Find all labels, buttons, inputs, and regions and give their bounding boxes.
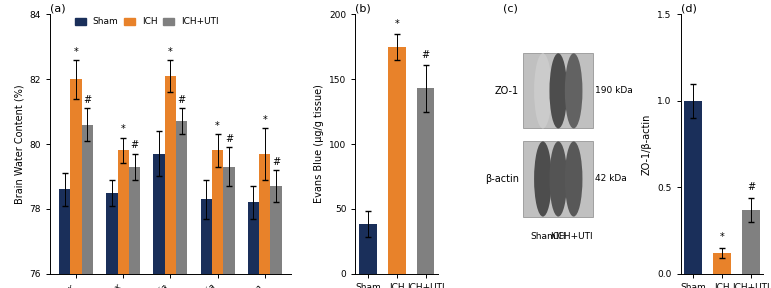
Text: *: * bbox=[262, 115, 267, 124]
Bar bbox=[70, 79, 82, 288]
Text: (c): (c) bbox=[503, 4, 518, 14]
Bar bbox=[82, 124, 93, 288]
Text: (a): (a) bbox=[50, 4, 66, 14]
Ellipse shape bbox=[550, 53, 567, 128]
Text: *: * bbox=[395, 19, 399, 29]
Text: #: # bbox=[177, 95, 186, 105]
Legend: Sham, ICH, ICH+UTI: Sham, ICH, ICH+UTI bbox=[74, 16, 220, 27]
Ellipse shape bbox=[550, 141, 567, 217]
Text: #: # bbox=[83, 95, 92, 105]
Text: (b): (b) bbox=[355, 4, 372, 14]
Text: #: # bbox=[422, 50, 429, 60]
Ellipse shape bbox=[534, 141, 552, 217]
Ellipse shape bbox=[534, 53, 552, 128]
Bar bbox=[524, 53, 593, 128]
Bar bbox=[59, 190, 70, 288]
Text: ZO-1: ZO-1 bbox=[495, 86, 519, 96]
Bar bbox=[224, 167, 234, 288]
Text: #: # bbox=[747, 182, 755, 192]
Bar bbox=[165, 76, 176, 288]
Bar bbox=[200, 199, 212, 288]
Bar bbox=[417, 88, 434, 274]
Bar bbox=[359, 224, 376, 274]
Text: #: # bbox=[272, 157, 280, 167]
Text: *: * bbox=[168, 47, 173, 56]
Bar bbox=[713, 253, 731, 274]
Ellipse shape bbox=[565, 141, 582, 217]
Ellipse shape bbox=[565, 53, 582, 128]
Bar bbox=[106, 193, 117, 288]
Text: *: * bbox=[719, 232, 724, 242]
Bar bbox=[259, 154, 271, 288]
Text: *: * bbox=[74, 47, 79, 56]
Y-axis label: ZO-1/β-actin: ZO-1/β-actin bbox=[641, 113, 651, 175]
Text: Sham: Sham bbox=[530, 232, 556, 241]
Text: 42 kDa: 42 kDa bbox=[595, 175, 628, 183]
Bar bbox=[247, 202, 259, 288]
Bar bbox=[388, 47, 406, 274]
Bar bbox=[153, 154, 165, 288]
Bar bbox=[524, 141, 593, 217]
Y-axis label: Brain Water Content (%): Brain Water Content (%) bbox=[14, 84, 24, 204]
Bar bbox=[129, 167, 140, 288]
Text: 190 kDa: 190 kDa bbox=[595, 86, 633, 95]
Bar bbox=[117, 151, 129, 288]
Bar bbox=[685, 101, 702, 274]
Text: #: # bbox=[130, 141, 139, 151]
Text: ICH+UTI: ICH+UTI bbox=[555, 232, 592, 241]
Y-axis label: Evans Blue (μg/g tissue): Evans Blue (μg/g tissue) bbox=[314, 85, 324, 203]
Text: (d): (d) bbox=[681, 4, 696, 14]
Bar bbox=[271, 186, 281, 288]
Text: *: * bbox=[215, 121, 220, 131]
Text: *: * bbox=[121, 124, 126, 134]
Text: #: # bbox=[225, 134, 233, 144]
Text: β-actin: β-actin bbox=[485, 174, 519, 184]
Bar bbox=[176, 121, 187, 288]
Bar bbox=[212, 151, 224, 288]
Bar bbox=[742, 210, 759, 274]
Text: ICH: ICH bbox=[550, 232, 566, 241]
